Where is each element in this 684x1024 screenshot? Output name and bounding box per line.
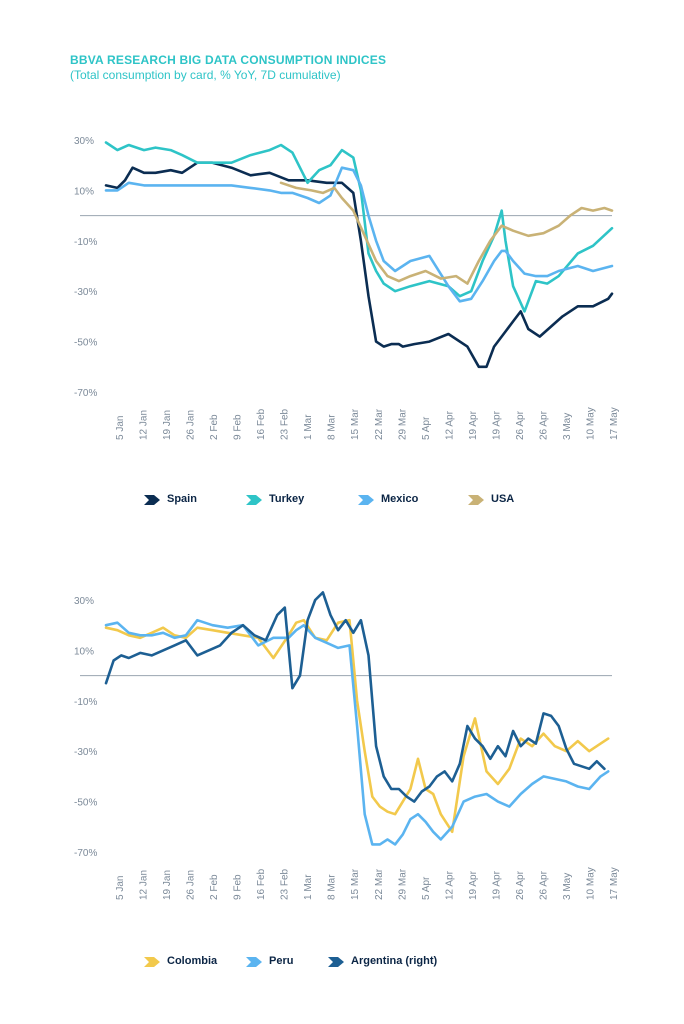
legend-bottom: Colombia Peru Argentina (right) bbox=[0, 955, 684, 975]
series-line-turkey bbox=[104, 141, 614, 313]
y-tick-label: -70% bbox=[74, 388, 97, 399]
y-tick-label: 10% bbox=[74, 646, 94, 657]
x-tick-label: 2 Feb bbox=[209, 414, 220, 440]
x-tick-label: 10 May bbox=[585, 407, 596, 440]
series-line-peru bbox=[104, 618, 610, 846]
x-tick-label: 15 Mar bbox=[350, 868, 361, 900]
series-line-spain bbox=[104, 161, 614, 369]
legend-top: Spain Turkey Mexico USA bbox=[0, 493, 684, 513]
x-tick-label: 5 Jan bbox=[115, 416, 126, 440]
legend-swatch-icon bbox=[143, 493, 161, 505]
consumption-chart-top: 30% 10% -10% -30% -50% -70% 5 Jan 12 Jan 19 Jan 2… bbox=[74, 136, 620, 440]
y-tick-label: -70% bbox=[74, 848, 97, 859]
y-tick-label: 30% bbox=[74, 136, 94, 147]
series-line-colombia bbox=[104, 618, 610, 834]
series-line-usa bbox=[279, 181, 614, 285]
x-tick-label: 12 Jan bbox=[139, 410, 150, 440]
legend-item-argentina: Argentina (right) bbox=[327, 955, 437, 967]
legend-label: Mexico bbox=[381, 493, 419, 505]
x-tick-label: 12 Apr bbox=[444, 870, 455, 900]
x-tick-label: 5 Apr bbox=[421, 876, 432, 900]
x-tick-label: 5 Jan bbox=[115, 876, 126, 900]
y-tick-label: 10% bbox=[74, 186, 94, 197]
legend-item-peru: Peru bbox=[245, 955, 293, 967]
x-tick-label: 5 Apr bbox=[421, 416, 432, 440]
series-line-argentina-right bbox=[104, 591, 606, 803]
legend-item-colombia: Colombia bbox=[143, 955, 217, 967]
legend-swatch-icon bbox=[143, 955, 161, 967]
x-tick-label: 23 Feb bbox=[280, 868, 291, 900]
x-tick-label: 9 Feb bbox=[233, 874, 244, 900]
legend-item-mexico: Mexico bbox=[357, 493, 418, 505]
x-tick-label: 17 May bbox=[609, 867, 620, 900]
x-tick-label: 26 Apr bbox=[538, 870, 549, 900]
x-tick-label: 3 May bbox=[562, 873, 573, 900]
x-tick-label: 9 Feb bbox=[233, 414, 244, 440]
legend-swatch-icon bbox=[327, 955, 345, 967]
y-tick-label: -30% bbox=[74, 747, 97, 758]
x-tick-label: 19 Apr bbox=[491, 410, 502, 440]
x-tick-label: 8 Mar bbox=[327, 414, 338, 440]
x-tick-label: 19 Apr bbox=[468, 870, 479, 900]
x-tick-label: 16 Feb bbox=[256, 868, 267, 900]
y-tick-label: -50% bbox=[74, 338, 97, 349]
legend-label: Argentina (right) bbox=[351, 955, 438, 967]
legend-item-usa: USA bbox=[467, 493, 514, 505]
x-tick-label: 12 Jan bbox=[139, 870, 150, 900]
x-tick-label: 17 May bbox=[609, 407, 620, 440]
x-tick-label: 26 Jan bbox=[186, 870, 197, 900]
y-tick-label: -30% bbox=[74, 287, 97, 298]
x-tick-label: 19 Apr bbox=[468, 410, 479, 440]
legend-label: Turkey bbox=[269, 493, 305, 505]
x-tick-label: 1 Mar bbox=[303, 874, 314, 900]
x-tick-label: 19 Jan bbox=[162, 410, 173, 440]
legend-swatch-icon bbox=[467, 493, 485, 505]
y-tick-label: -50% bbox=[74, 798, 97, 809]
x-tick-label: 19 Jan bbox=[162, 870, 173, 900]
x-tick-label: 22 Mar bbox=[374, 868, 385, 900]
legend-swatch-icon bbox=[245, 493, 263, 505]
series-line-mexico bbox=[104, 166, 614, 303]
x-tick-label: 1 Mar bbox=[303, 414, 314, 440]
x-tick-label: 26 Apr bbox=[515, 410, 526, 440]
x-tick-label: 19 Apr bbox=[491, 870, 502, 900]
legend-swatch-icon bbox=[357, 493, 375, 505]
x-tick-label: 16 Feb bbox=[256, 408, 267, 440]
x-tick-label: 10 May bbox=[585, 867, 596, 900]
page-title: BBVA RESEARCH BIG DATA CONSUMPTION INDIC… bbox=[70, 53, 387, 67]
x-tick-label: 26 Apr bbox=[515, 870, 526, 900]
legend-label: Peru bbox=[269, 955, 294, 967]
legend-label: USA bbox=[491, 493, 515, 505]
y-tick-label: 30% bbox=[74, 596, 94, 607]
x-tick-label: 3 May bbox=[562, 413, 573, 440]
x-tick-label: 12 Apr bbox=[444, 410, 455, 440]
legend-swatch-icon bbox=[245, 955, 263, 967]
x-tick-label: 26 Apr bbox=[538, 410, 549, 440]
y-tick-label: -10% bbox=[74, 237, 97, 248]
legend-label: Spain bbox=[167, 493, 197, 505]
x-tick-label: 29 Mar bbox=[397, 868, 408, 900]
legend-label: Colombia bbox=[167, 955, 218, 967]
x-tick-label: 2 Feb bbox=[209, 874, 220, 900]
legend-item-spain: Spain bbox=[143, 493, 197, 505]
x-tick-label: 22 Mar bbox=[374, 408, 385, 440]
x-tick-label: 15 Mar bbox=[350, 408, 361, 440]
x-tick-label: 23 Feb bbox=[280, 408, 291, 440]
x-tick-label: 8 Mar bbox=[327, 874, 338, 900]
x-tick-label: 29 Mar bbox=[397, 408, 408, 440]
consumption-chart-bottom: 30% 10% -10% -30% -50% -70% 5 Jan 12 Jan 19 Jan 2… bbox=[74, 591, 620, 900]
x-tick-label: 26 Jan bbox=[186, 410, 197, 440]
y-tick-label: -10% bbox=[74, 697, 97, 708]
legend-item-turkey: Turkey bbox=[245, 493, 304, 505]
page-subtitle: (Total consumption by card, % YoY, 7D cu… bbox=[70, 68, 341, 82]
